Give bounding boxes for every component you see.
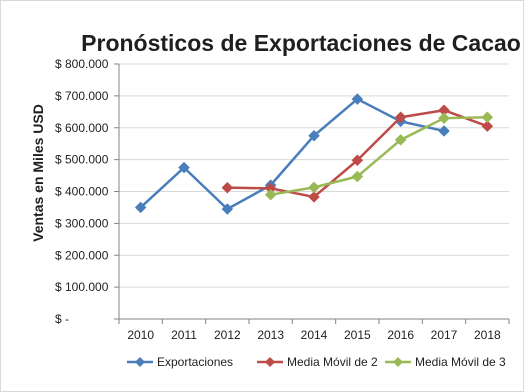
- x-tick-label: 2015: [344, 328, 371, 342]
- legend-label: Exportaciones: [157, 355, 233, 369]
- x-tick-label: 2017: [431, 328, 458, 342]
- y-tick-label: $ 600.000: [55, 121, 109, 135]
- y-axis-label: Ventas en Miles USD: [30, 104, 46, 242]
- data-point: [351, 93, 364, 105]
- data-point: [221, 181, 234, 194]
- series-line: [139, 97, 445, 211]
- legend-swatch-marker: [393, 357, 403, 367]
- y-tick-label: $ 100.000: [55, 280, 109, 294]
- series-3: [264, 111, 494, 201]
- x-tick-label: 2010: [127, 328, 154, 342]
- x-tick-labels: 2010 2011 2012 2013 2014 2015 2016 2017 2018: [127, 328, 501, 342]
- data-point: [394, 111, 407, 124]
- data-point: [438, 125, 450, 137]
- axes: [114, 63, 510, 324]
- data-point: [481, 111, 494, 124]
- y-tick-label: $ 800.000: [55, 57, 109, 71]
- data-point: [308, 191, 320, 203]
- y-tick-label: $ 700.000: [55, 89, 109, 103]
- legend-label: Media Móvil de 2: [287, 355, 378, 369]
- legend-item: Media Móvil de 3: [385, 355, 506, 369]
- y-tick-label: $ 300.000: [55, 216, 109, 230]
- legend-label: Media Móvil de 3: [415, 355, 506, 369]
- x-tick-label: 2013: [257, 328, 284, 342]
- x-tick-label: 2012: [214, 328, 241, 342]
- y-tick-label: $ -: [55, 312, 69, 326]
- series-lines: [134, 93, 494, 215]
- legend-swatch-marker: [265, 357, 275, 367]
- data-point: [134, 201, 147, 214]
- series-2: [221, 104, 494, 203]
- data-point: [351, 170, 364, 183]
- y-tick-label: $ 400.000: [55, 185, 109, 199]
- y-tick-label: $ 500.000: [55, 153, 109, 167]
- data-point: [221, 203, 234, 215]
- data-point: [394, 134, 407, 146]
- y-tick-labels: $ - $ 100.000 $ 200.000 $ 300.000 $ 400.000 $…: [55, 57, 109, 326]
- x-tick-label: 2016: [387, 328, 414, 342]
- x-tick-label: 2011: [171, 328, 197, 342]
- data-point: [178, 161, 190, 174]
- gridlines: [119, 63, 509, 288]
- data-point: [438, 112, 450, 125]
- data-point: [481, 120, 494, 133]
- series-1: [134, 93, 450, 215]
- y-tick-label: $ 200.000: [55, 248, 109, 262]
- x-tick-label: 2014: [301, 328, 328, 342]
- series-line: [270, 115, 488, 196]
- chart-title: Pronósticos de Exportaciones de Cacao: [81, 30, 521, 56]
- legend-item: Exportaciones: [127, 355, 233, 369]
- data-point: [308, 181, 320, 194]
- legend-item: Media Móvil de 2: [257, 355, 378, 369]
- x-tick-label: 2018: [474, 328, 501, 342]
- legend: Exportaciones Media Móvil de 2 Media Móvil…: [127, 355, 506, 369]
- legend-swatch-marker: [135, 357, 145, 367]
- data-point: [308, 129, 320, 142]
- data-point: [264, 188, 277, 201]
- data-point: [351, 154, 364, 167]
